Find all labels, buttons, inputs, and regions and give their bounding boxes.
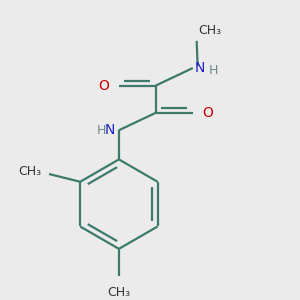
- Text: H: H: [97, 124, 106, 137]
- Text: H: H: [208, 64, 218, 77]
- Text: N: N: [105, 123, 115, 137]
- Text: N: N: [195, 61, 205, 75]
- Text: CH₃: CH₃: [107, 286, 130, 299]
- Text: O: O: [98, 79, 109, 92]
- Text: CH₃: CH₃: [18, 165, 41, 178]
- Text: CH₃: CH₃: [199, 24, 222, 37]
- Text: O: O: [202, 106, 213, 120]
